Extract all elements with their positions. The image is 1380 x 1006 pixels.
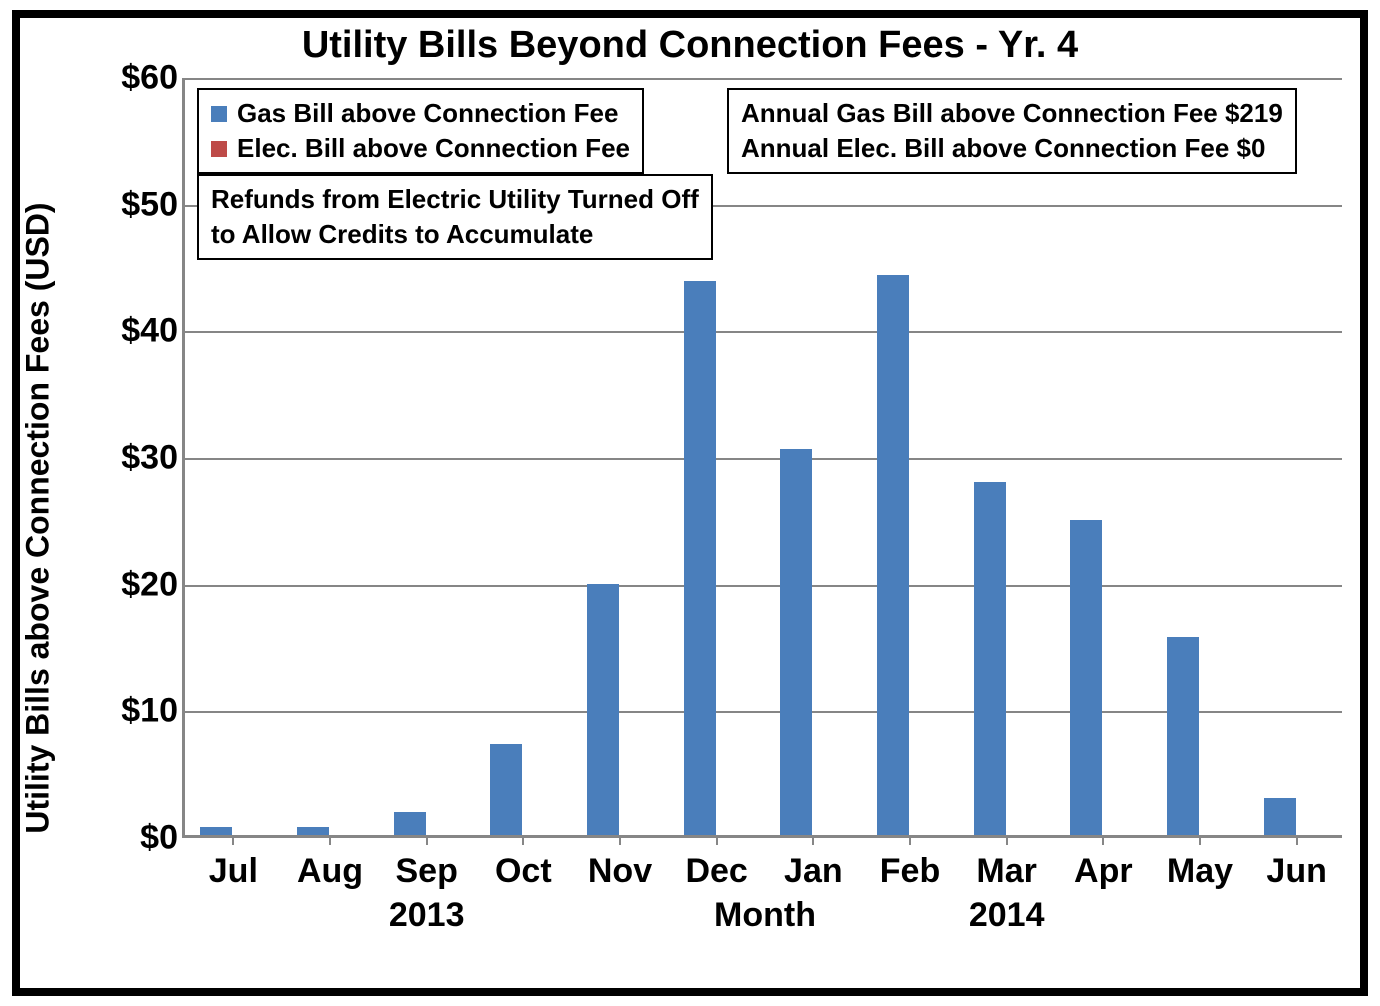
x-tick — [1006, 835, 1008, 845]
bar-group — [684, 281, 750, 835]
y-tick-label: $30 — [88, 439, 178, 478]
y-tick-label: $40 — [88, 312, 178, 351]
bar — [780, 449, 812, 835]
summary-line: Annual Gas Bill above Connection Fee $21… — [741, 96, 1283, 131]
x-year-label: 2014 — [969, 896, 1045, 935]
x-tick — [426, 835, 428, 845]
bar-group — [877, 275, 943, 835]
x-axis-title: Month — [714, 896, 816, 935]
x-tick-label: May — [1167, 852, 1233, 891]
bar — [297, 827, 329, 835]
legend-item: Gas Bill above Connection Fee — [211, 96, 630, 131]
x-tick-label: Oct — [495, 852, 552, 891]
y-tick-label: $60 — [88, 59, 178, 98]
bar — [877, 275, 909, 835]
legend-swatch — [211, 141, 227, 157]
bar-group — [1070, 520, 1136, 835]
x-tick-label: Nov — [588, 852, 652, 891]
y-tick-label: $20 — [88, 565, 178, 604]
bar — [490, 744, 522, 835]
x-tick — [909, 835, 911, 845]
x-tick-label: Jun — [1266, 852, 1326, 891]
bar — [1167, 637, 1199, 835]
chart-outer-frame: Utility Bills Beyond Connection Fees - Y… — [12, 10, 1368, 996]
gridline — [185, 331, 1342, 333]
bar — [587, 584, 619, 835]
note-box: Refunds from Electric Utility Turned Off… — [197, 174, 713, 260]
x-tick — [716, 835, 718, 845]
bar — [974, 482, 1006, 835]
legend-label: Gas Bill above Connection Fee — [237, 96, 618, 131]
x-tick — [329, 835, 331, 845]
summary-box: Annual Gas Bill above Connection Fee $21… — [727, 88, 1297, 174]
legend-swatch — [211, 106, 227, 122]
legend-label: Elec. Bill above Connection Fee — [237, 131, 630, 166]
x-tick — [1102, 835, 1104, 845]
gridline — [185, 78, 1342, 80]
bar-group — [587, 584, 653, 835]
x-tick-label: Dec — [685, 852, 747, 891]
bar — [1070, 520, 1102, 835]
x-year-label: 2013 — [389, 896, 465, 935]
summary-line: Annual Elec. Bill above Connection Fee $… — [741, 131, 1283, 166]
x-tick — [1199, 835, 1201, 845]
x-tick-label: Jan — [784, 852, 843, 891]
bar-group — [297, 827, 363, 835]
x-tick-label: Jul — [209, 852, 258, 891]
x-tick-label: Mar — [976, 852, 1036, 891]
bar-group — [1167, 637, 1233, 835]
legend: Gas Bill above Connection FeeElec. Bill … — [197, 88, 644, 174]
bar-group — [1264, 798, 1330, 835]
legend-item: Elec. Bill above Connection Fee — [211, 131, 630, 166]
x-tick-label: Apr — [1074, 852, 1133, 891]
bar-group — [200, 827, 266, 835]
bar-group — [394, 812, 460, 835]
gridline — [185, 585, 1342, 587]
x-tick — [1296, 835, 1298, 845]
bar-group — [974, 482, 1040, 835]
bar-group — [490, 744, 556, 835]
y-tick-label: $0 — [88, 819, 178, 858]
bar — [684, 281, 716, 835]
y-axis-label-text: Utility Bills above Connection Fees (USD… — [20, 148, 57, 888]
bar — [200, 827, 232, 835]
bar — [1264, 798, 1296, 835]
x-tick — [812, 835, 814, 845]
bar-group — [780, 449, 846, 835]
gridline — [185, 458, 1342, 460]
x-tick-label: Aug — [297, 852, 363, 891]
x-tick-label: Feb — [880, 852, 940, 891]
plot-area: JulAugSepOctNovDecJanFebMarAprMayJun2013… — [182, 78, 1342, 838]
x-tick — [522, 835, 524, 845]
y-tick-label: $50 — [88, 185, 178, 224]
chart-title: Utility Bills Beyond Connection Fees - Y… — [20, 18, 1360, 71]
note-line: to Allow Credits to Accumulate — [211, 217, 699, 252]
note-line: Refunds from Electric Utility Turned Off — [211, 182, 699, 217]
x-tick — [232, 835, 234, 845]
bar — [394, 812, 426, 835]
y-tick-label: $10 — [88, 692, 178, 731]
x-tick-label: Sep — [395, 852, 457, 891]
x-tick — [619, 835, 621, 845]
